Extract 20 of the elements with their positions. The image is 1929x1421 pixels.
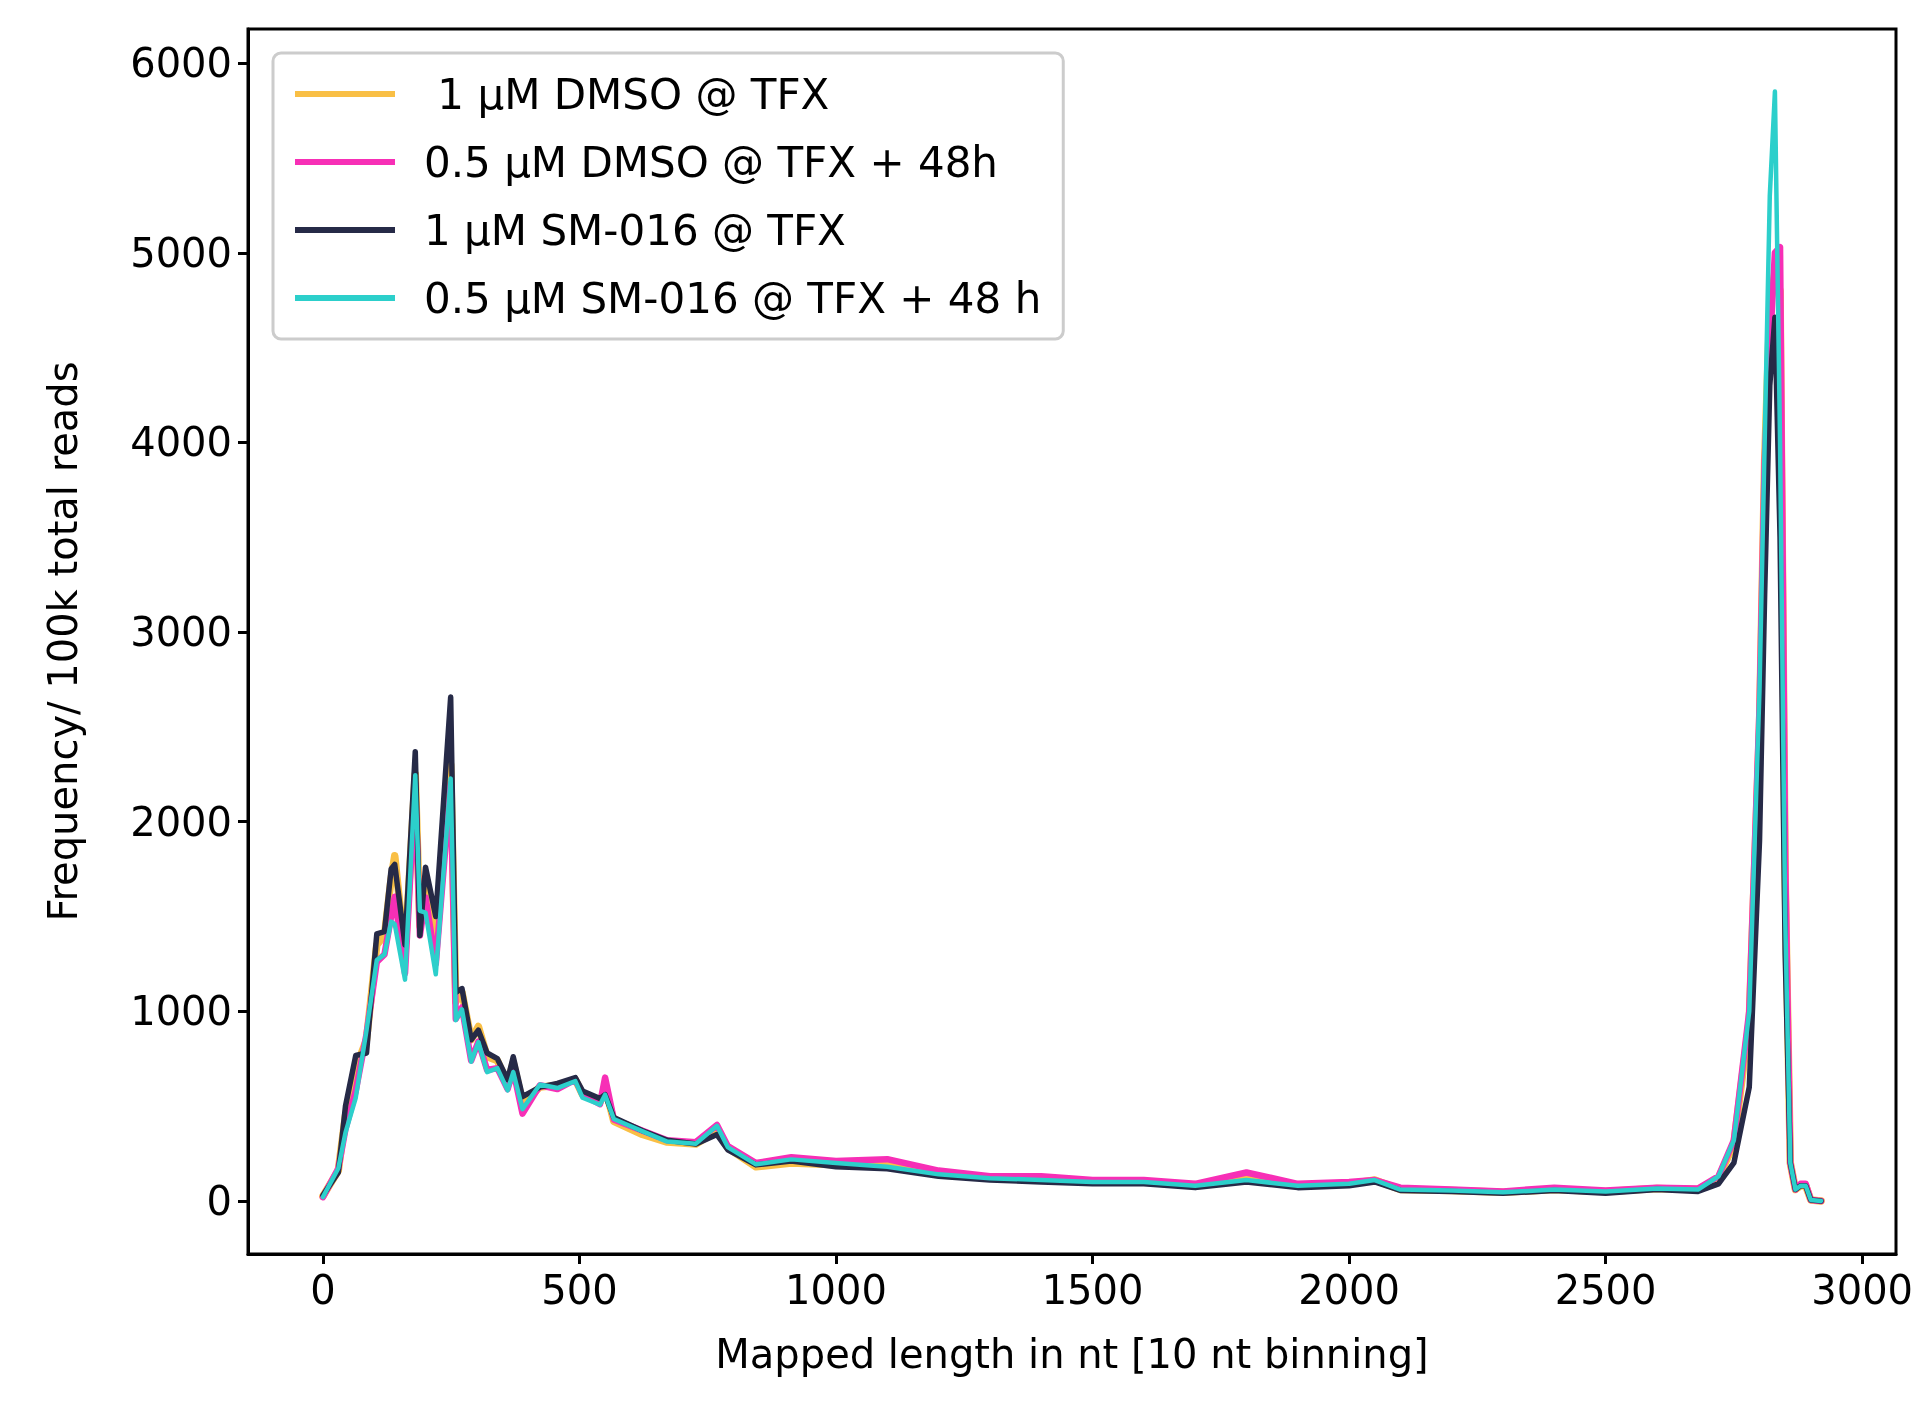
x-tick-label: 2500 [1554,1267,1657,1313]
x-tick-label: 1000 [785,1267,887,1313]
y-tick-label: 4000 [130,419,232,466]
y-tick-label: 6000 [130,40,232,87]
y-tick-label: 0 [206,1177,232,1224]
x-tick-label: 1500 [1041,1267,1144,1313]
y-axis-title: Frequency/ 100k total reads [40,361,86,922]
y-tick-label: 3000 [130,609,232,656]
x-tick-label: 500 [541,1267,618,1313]
y-tick-label: 2000 [130,798,232,845]
y-tick-label: 5000 [130,229,232,276]
legend-label: 0.5 μM SM-016 @ TFX + 48 h [424,273,1042,323]
legend-label: 0.5 μM DMSO @ TFX + 48h [424,137,998,187]
x-tick-label: 3000 [1811,1267,1914,1313]
x-tick-label: 2000 [1298,1267,1400,1313]
x-axis-title: Mapped length in nt [10 nt binning] [715,1331,1429,1377]
x-tick-label: 0 [310,1267,336,1313]
y-tick-label: 1000 [130,988,232,1035]
legend-label: 1 μM SM-016 @ TFX [424,205,846,255]
legend-label: 1 μM DMSO @ TFX [424,69,830,119]
